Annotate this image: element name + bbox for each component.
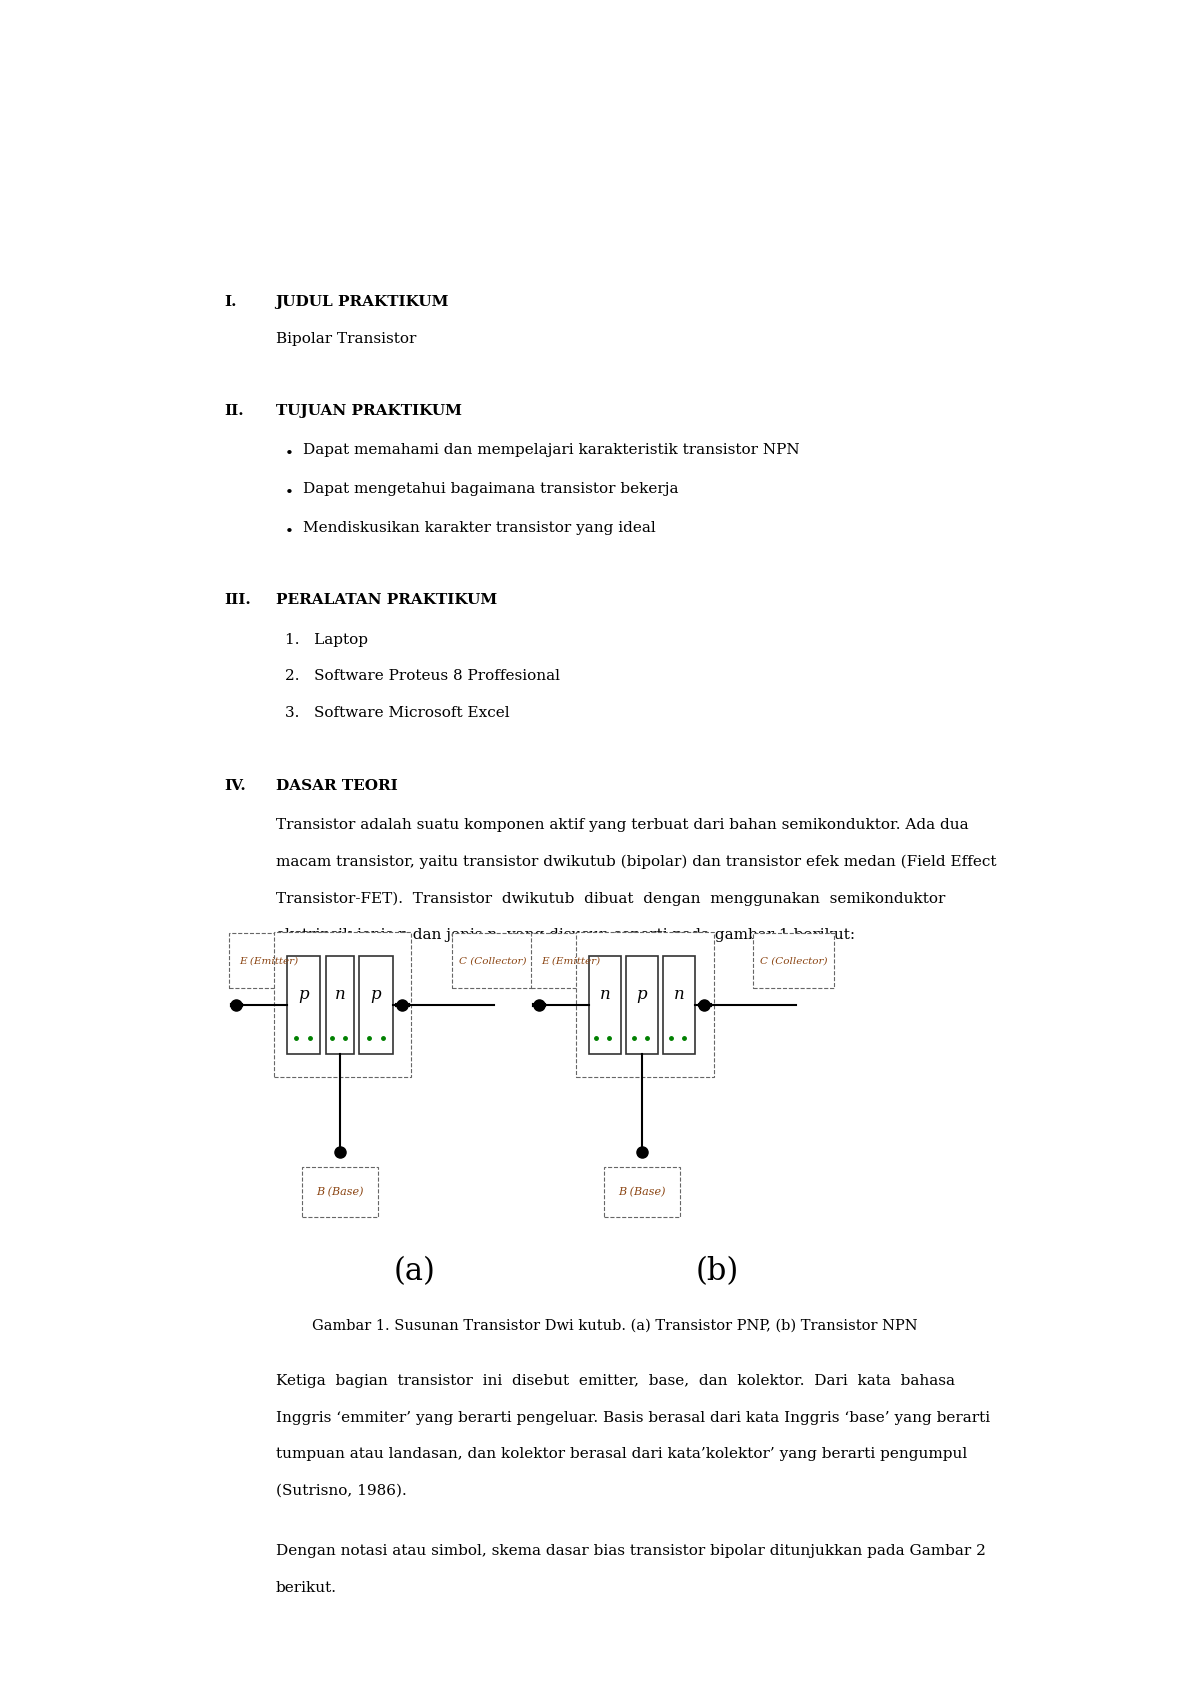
Text: II.: II. xyxy=(224,404,244,418)
Text: Transistor-FET).  Transistor  dwikutub  dibuat  dengan  menggunakan  semikondukt: Transistor-FET). Transistor dwikutub dib… xyxy=(276,891,944,905)
Text: n: n xyxy=(599,985,610,1002)
Bar xyxy=(452,934,534,988)
Text: macam transistor, yaitu transistor dwikutub (bipolar) dan transistor efek medan : macam transistor, yaitu transistor dwiku… xyxy=(276,854,996,869)
Bar xyxy=(576,932,714,1077)
Text: DASAR TEORI: DASAR TEORI xyxy=(276,779,397,793)
Text: •: • xyxy=(284,447,294,460)
Bar xyxy=(604,1167,680,1217)
Text: p: p xyxy=(371,985,382,1002)
Text: JUDUL PRAKTIKUM: JUDUL PRAKTIKUM xyxy=(276,295,449,309)
Text: C (Collector): C (Collector) xyxy=(460,956,527,964)
Bar xyxy=(752,934,834,988)
Text: ekstrinsik jenis p dan jenis n, yang disusun seperti pada gambar 1 berikut:: ekstrinsik jenis p dan jenis n, yang dis… xyxy=(276,929,854,942)
Bar xyxy=(359,956,392,1054)
Text: Transistor adalah suatu komponen aktif yang terbuat dari bahan semikonduktor. Ad: Transistor adalah suatu komponen aktif y… xyxy=(276,818,968,832)
Text: •: • xyxy=(284,525,294,540)
Text: Mendiskusikan karakter transistor yang ideal: Mendiskusikan karakter transistor yang i… xyxy=(304,521,656,535)
Text: E (Emitter): E (Emitter) xyxy=(541,956,600,964)
Text: 2.   Software Proteus 8 Proffesional: 2. Software Proteus 8 Proffesional xyxy=(284,669,560,683)
Text: TUJUAN PRAKTIKUM: TUJUAN PRAKTIKUM xyxy=(276,404,462,418)
Text: (a): (a) xyxy=(394,1257,436,1287)
Text: Dapat memahami dan mempelajari karakteristik transistor NPN: Dapat memahami dan mempelajari karakteri… xyxy=(304,443,800,457)
Text: •: • xyxy=(284,486,294,501)
Text: berikut.: berikut. xyxy=(276,1581,336,1594)
Bar xyxy=(589,956,620,1054)
Text: p: p xyxy=(637,985,647,1002)
Bar xyxy=(229,934,308,988)
Text: n: n xyxy=(335,985,346,1002)
Text: 3.   Software Microsoft Excel: 3. Software Microsoft Excel xyxy=(284,706,510,720)
Bar xyxy=(532,934,611,988)
Text: p: p xyxy=(298,985,308,1002)
Text: III.: III. xyxy=(224,593,251,608)
Bar xyxy=(664,956,695,1054)
Text: PERALATAN PRAKTIKUM: PERALATAN PRAKTIKUM xyxy=(276,593,497,608)
Bar xyxy=(301,1167,378,1217)
Text: B (Base): B (Base) xyxy=(618,1187,666,1197)
Text: Gambar 1. Susunan Transistor Dwi kutub. (a) Transistor PNP, (b) Transistor NPN: Gambar 1. Susunan Transistor Dwi kutub. … xyxy=(312,1319,918,1333)
Text: n: n xyxy=(673,985,684,1002)
Text: Inggris ‘emmiter’ yang berarti pengeluar. Basis berasal dari kata Inggris ‘base’: Inggris ‘emmiter’ yang berarti pengeluar… xyxy=(276,1411,990,1425)
Bar xyxy=(626,956,658,1054)
Text: I.: I. xyxy=(224,295,236,309)
Bar xyxy=(325,956,354,1054)
Text: Dengan notasi atau simbol, skema dasar bias transistor bipolar ditunjukkan pada : Dengan notasi atau simbol, skema dasar b… xyxy=(276,1543,985,1557)
Text: IV.: IV. xyxy=(224,779,246,793)
Bar xyxy=(274,932,412,1077)
Text: 1.   Laptop: 1. Laptop xyxy=(284,633,368,647)
Text: (Sutrisno, 1986).: (Sutrisno, 1986). xyxy=(276,1484,407,1498)
Text: B (Base): B (Base) xyxy=(316,1187,364,1197)
Text: C (Collector): C (Collector) xyxy=(760,956,827,964)
Text: Ketiga  bagian  transistor  ini  disebut  emitter,  base,  dan  kolektor.  Dari : Ketiga bagian transistor ini disebut emi… xyxy=(276,1374,954,1387)
Text: E (Emitter): E (Emitter) xyxy=(239,956,298,964)
Bar xyxy=(287,956,320,1054)
Text: Dapat mengetahui bagaimana transistor bekerja: Dapat mengetahui bagaimana transistor be… xyxy=(304,482,679,496)
Text: Bipolar Transistor: Bipolar Transistor xyxy=(276,331,416,346)
Text: tumpuan atau landasan, dan kolektor berasal dari kata’kolektor’ yang berarti pen: tumpuan atau landasan, dan kolektor bera… xyxy=(276,1447,967,1462)
Text: (b): (b) xyxy=(696,1257,739,1287)
